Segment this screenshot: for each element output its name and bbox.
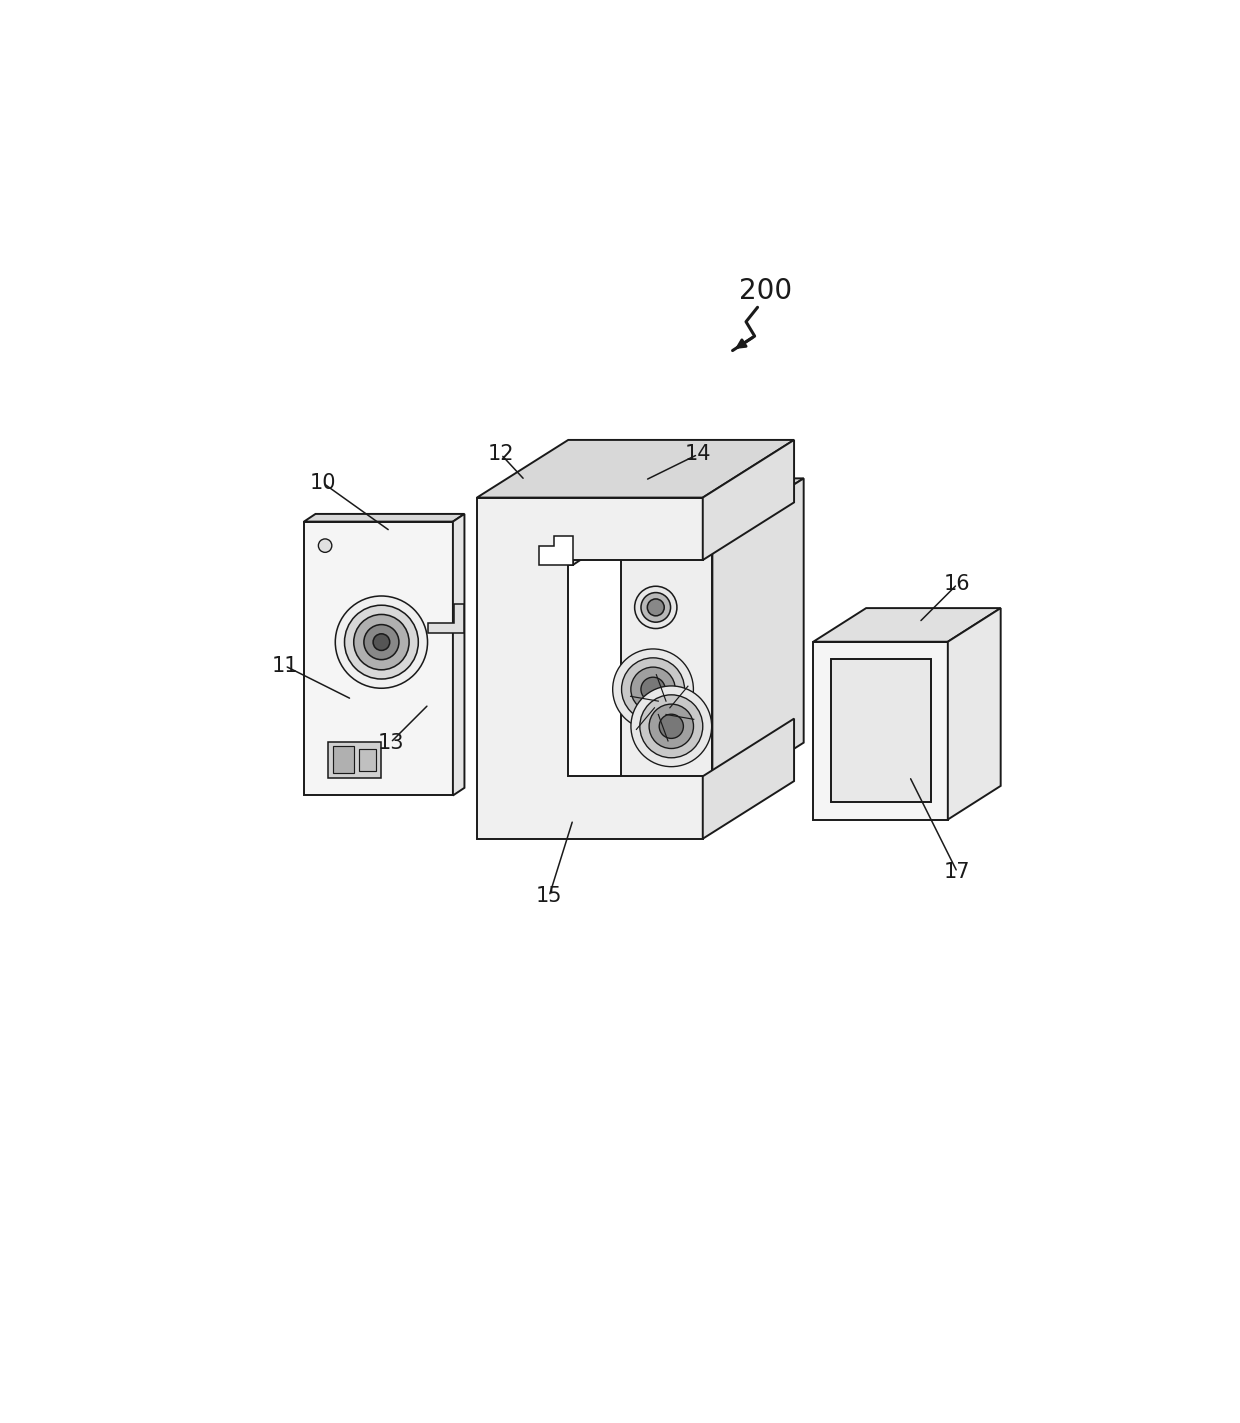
Bar bbox=[358, 750, 376, 770]
Polygon shape bbox=[573, 504, 584, 565]
Circle shape bbox=[621, 657, 684, 721]
Polygon shape bbox=[477, 498, 703, 838]
Polygon shape bbox=[621, 536, 712, 800]
Text: 11: 11 bbox=[272, 656, 298, 676]
Polygon shape bbox=[538, 536, 573, 565]
Circle shape bbox=[363, 625, 399, 660]
Circle shape bbox=[641, 677, 665, 702]
Circle shape bbox=[635, 586, 677, 629]
Polygon shape bbox=[511, 512, 573, 565]
Circle shape bbox=[641, 592, 671, 622]
Polygon shape bbox=[453, 514, 465, 795]
Polygon shape bbox=[947, 608, 1001, 820]
Circle shape bbox=[335, 596, 428, 689]
Bar bbox=[332, 747, 353, 773]
Bar bbox=[831, 659, 930, 803]
Text: 17: 17 bbox=[944, 862, 971, 882]
Circle shape bbox=[660, 714, 683, 739]
Text: 15: 15 bbox=[536, 887, 562, 906]
Text: 10: 10 bbox=[310, 474, 336, 494]
Circle shape bbox=[319, 539, 332, 552]
Polygon shape bbox=[428, 603, 464, 632]
Circle shape bbox=[647, 599, 665, 616]
Polygon shape bbox=[621, 478, 804, 536]
Circle shape bbox=[353, 615, 409, 670]
Circle shape bbox=[649, 704, 693, 748]
Circle shape bbox=[373, 633, 389, 650]
Polygon shape bbox=[703, 719, 794, 838]
Polygon shape bbox=[327, 741, 381, 778]
Polygon shape bbox=[304, 522, 453, 795]
Circle shape bbox=[613, 649, 693, 730]
Text: 14: 14 bbox=[684, 444, 712, 464]
Circle shape bbox=[640, 694, 703, 758]
Text: 16: 16 bbox=[944, 573, 971, 593]
Text: 12: 12 bbox=[487, 444, 515, 464]
Polygon shape bbox=[477, 440, 794, 498]
Circle shape bbox=[631, 667, 676, 712]
Text: 200: 200 bbox=[739, 277, 792, 305]
Polygon shape bbox=[304, 514, 465, 522]
Polygon shape bbox=[712, 478, 804, 800]
Circle shape bbox=[345, 605, 418, 679]
Polygon shape bbox=[813, 608, 1001, 642]
Polygon shape bbox=[511, 504, 584, 512]
Polygon shape bbox=[703, 440, 794, 561]
Circle shape bbox=[631, 686, 712, 767]
Polygon shape bbox=[813, 642, 947, 820]
Text: 13: 13 bbox=[377, 733, 404, 753]
